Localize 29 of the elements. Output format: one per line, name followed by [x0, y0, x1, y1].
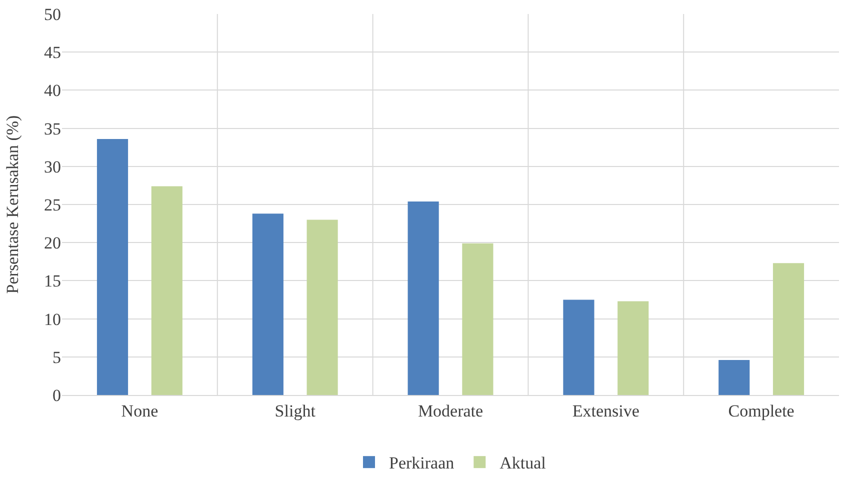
bar	[96, 138, 128, 395]
x-tick-label: None	[121, 401, 158, 420]
bar	[408, 201, 439, 395]
y-tick-label: 40	[44, 81, 61, 100]
y-tick-label: 20	[44, 234, 61, 253]
y-axis-title: Persentase Kerusakan (%)	[3, 115, 22, 294]
x-tick-label: Complete	[728, 401, 794, 420]
bar	[462, 243, 494, 395]
legend-label: Perkiraan	[389, 454, 455, 473]
y-tick-label: 50	[44, 4, 61, 24]
bar	[563, 300, 594, 395]
y-tick-label: 35	[44, 119, 61, 138]
bar	[718, 360, 750, 395]
x-tick-label: Slight	[274, 401, 316, 420]
bar	[151, 186, 182, 395]
x-tick-label: Extensive	[572, 401, 640, 420]
bar	[306, 220, 338, 395]
y-tick-label: 30	[44, 157, 61, 176]
bar	[772, 263, 804, 395]
bar	[252, 214, 284, 395]
y-tick-label: 0	[52, 386, 61, 405]
y-tick-label: 25	[44, 195, 61, 214]
bar	[618, 301, 649, 395]
y-tick-label: 5	[52, 348, 61, 367]
legend-label: Aktual	[500, 454, 546, 473]
x-tick-label: Moderate	[418, 401, 484, 420]
y-tick-label: 10	[44, 310, 61, 329]
y-tick-label: 45	[44, 43, 61, 62]
y-tick-label: 15	[44, 272, 61, 291]
